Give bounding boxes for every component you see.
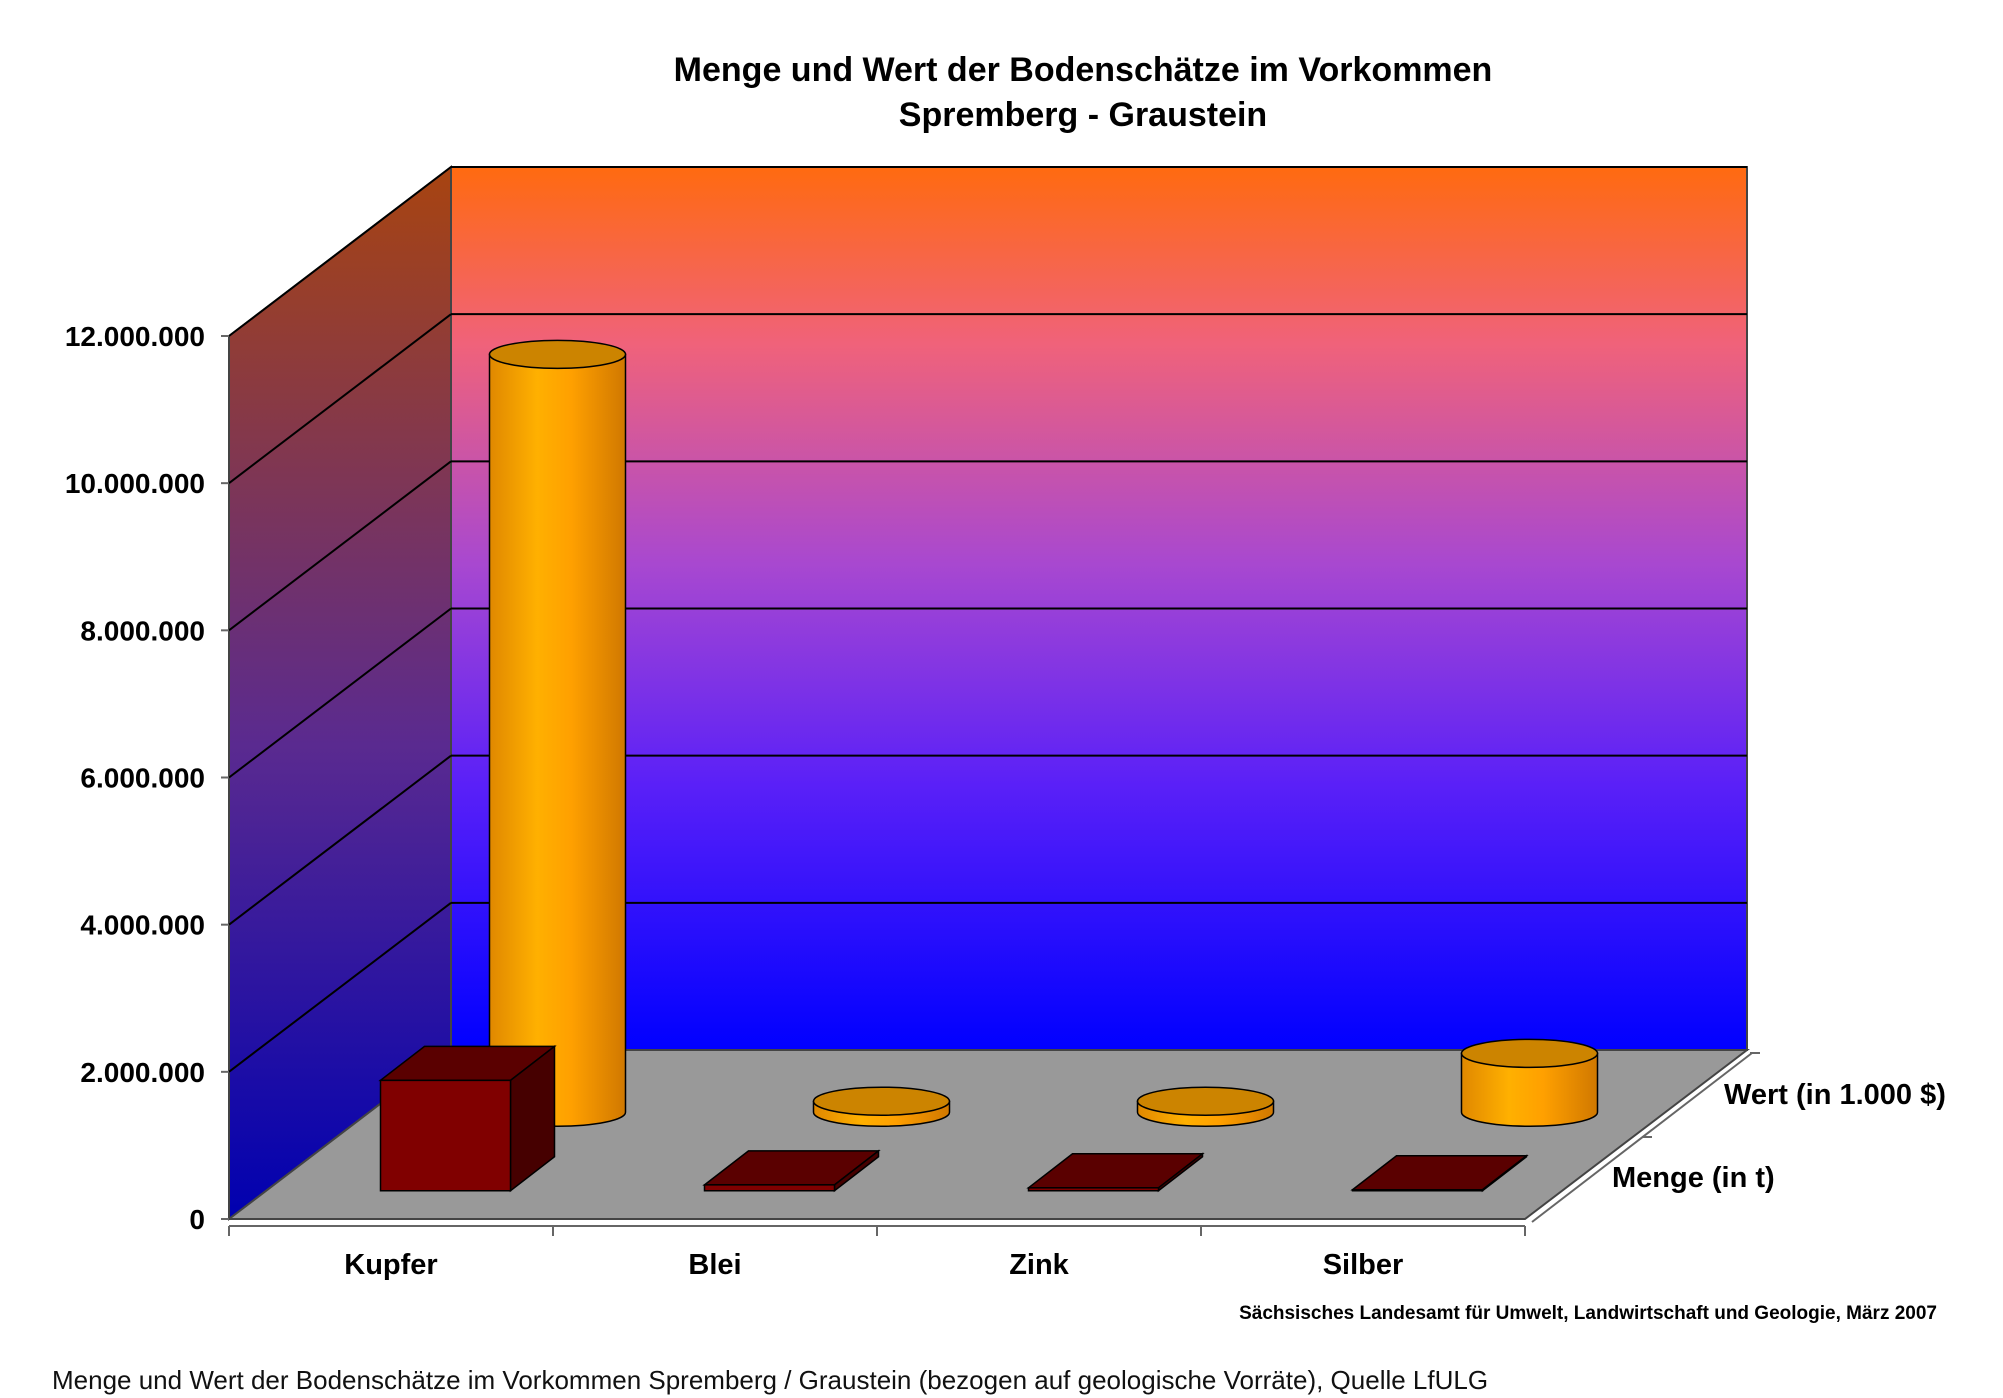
source-note: Sächsisches Landesamt für Umwelt, Landwi… xyxy=(1239,1303,1937,1324)
bar-menge-Blei xyxy=(702,1149,881,1193)
figure-caption: Menge und Wert der Bodenschätze im Vorko… xyxy=(52,1365,1489,1395)
series-label-wert: Wert (in 1.000 $) xyxy=(1724,1079,1946,1111)
gridline-side xyxy=(228,166,452,337)
gridline-side xyxy=(228,607,452,779)
bar-menge-Zink xyxy=(1026,1152,1205,1193)
gridline-side xyxy=(228,902,452,1073)
x-tick-label: Silber xyxy=(1323,1249,1404,1281)
y-tick-label: 8.000.000 xyxy=(80,615,205,646)
gridline-side xyxy=(228,313,452,484)
x-tick-label: Blei xyxy=(688,1249,741,1281)
gridlines xyxy=(228,166,1747,1073)
y-tick-label: 0 xyxy=(189,1204,205,1235)
series-label-menge: Menge (in t) xyxy=(1612,1162,1775,1194)
bar-wert-Blei xyxy=(812,1086,951,1127)
box-front xyxy=(1351,1189,1484,1192)
cylinder-body xyxy=(1460,1052,1599,1127)
y-tick-label: 10.000.000 xyxy=(65,468,205,499)
cylinder-top xyxy=(488,339,627,370)
chart-subtitle: Spremberg - Graustein xyxy=(899,96,1267,134)
chart-title: Menge und Wert der Bodenschätze im Vorko… xyxy=(674,51,1493,89)
bar-menge-Kupfer xyxy=(378,1044,557,1193)
bar-wert-Zink xyxy=(1136,1086,1275,1127)
gridline-side xyxy=(228,460,452,632)
gridline-side xyxy=(228,754,452,926)
bar-wert-Silber xyxy=(1460,1038,1599,1127)
y-tick-label: 4.000.000 xyxy=(80,910,205,941)
cylinder-body xyxy=(488,353,627,1127)
box-front xyxy=(379,1079,512,1192)
cylinder-top xyxy=(1460,1038,1599,1069)
cylinder-top xyxy=(1136,1086,1275,1116)
y-tick-label: 2.000.000 xyxy=(80,1057,205,1088)
box-front xyxy=(1027,1187,1160,1192)
y-tick-label: 6.000.000 xyxy=(80,763,205,794)
x-axis: Kupfer Blei Zink Silber xyxy=(228,1226,1526,1281)
x-tick-label: Kupfer xyxy=(344,1249,437,1281)
y-axis: 0 2.000.000 4.000.000 6.000.000 8.000.000 10.… xyxy=(65,321,229,1235)
y-tick-label: 12.000.000 xyxy=(65,321,205,352)
box-front xyxy=(703,1184,836,1192)
x-tick-label: Zink xyxy=(1009,1249,1069,1281)
cylinder-top xyxy=(812,1086,951,1116)
data-marks xyxy=(378,339,1599,1193)
bar-wert-Kupfer xyxy=(488,339,627,1127)
bar-menge-Silber xyxy=(1350,1154,1529,1193)
